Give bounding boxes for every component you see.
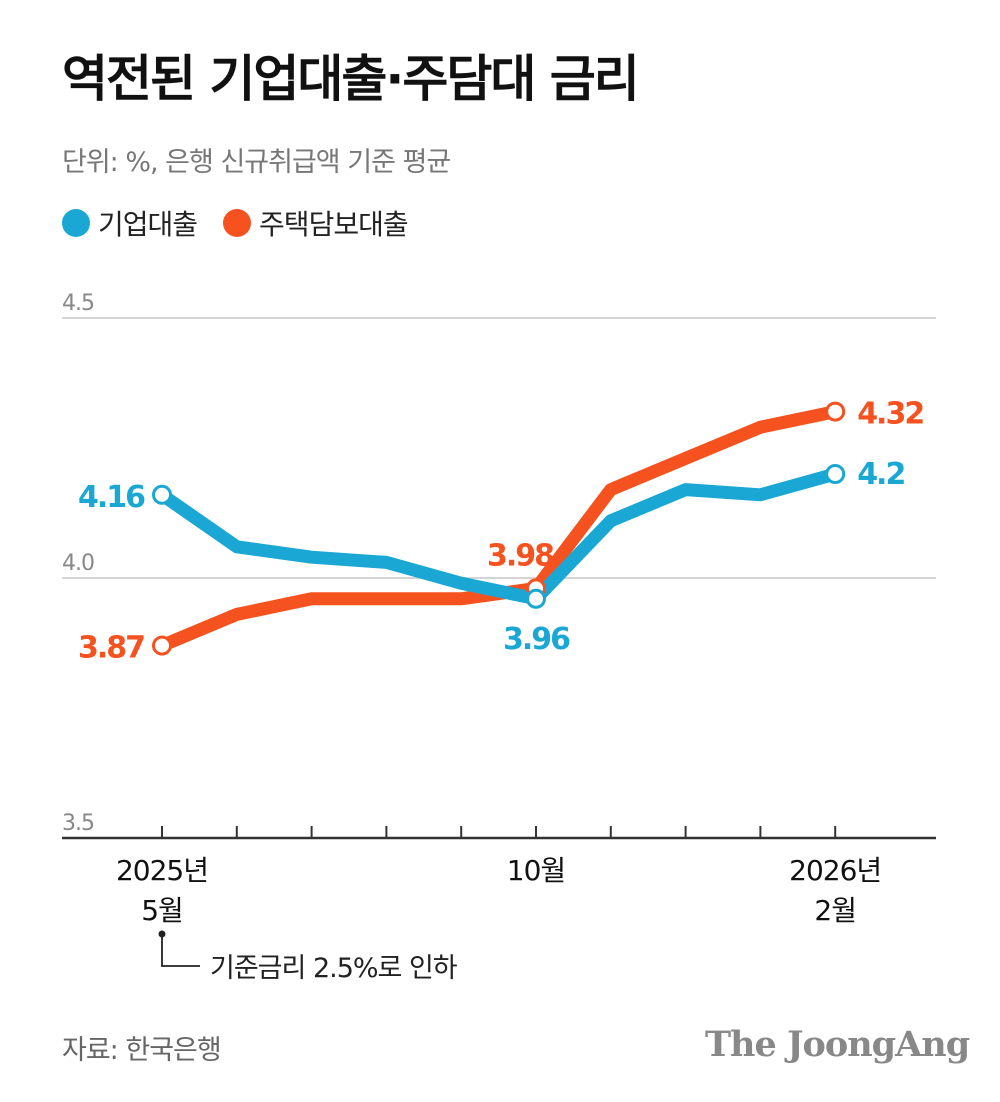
series-line-corporate [155, 467, 842, 606]
legend-swatch-corporate [62, 209, 90, 237]
data-label-corporate-2025-10: 3.96 [503, 622, 570, 657]
publisher-logo: The JoongAng [705, 1024, 970, 1065]
legend: 기업대출 주택담보대출 [62, 203, 434, 243]
x-tick-label-2026-02-1: 2월 [814, 894, 856, 927]
data-label-corporate-2025-05: 4.16 [78, 480, 145, 515]
marker-corporate-2026-02 [825, 464, 846, 484]
marker-corporate-2025-05 [152, 484, 172, 505]
chart-title: 역전된 기업대출·주담대 금리 [62, 50, 640, 108]
chart-subtitle: 단위: %, 은행 신규취급액 기준 평균 [62, 147, 451, 178]
marker-corporate-2025-10 [526, 588, 546, 609]
legend-label-corporate: 기업대출 [98, 208, 198, 241]
legend-swatch-mortgage [223, 209, 252, 237]
data-label-mortgage-2025-10: 3.98 [487, 538, 554, 573]
x-tick-label-2025-05-1: 5월 [141, 894, 183, 927]
series-line-mortgage [155, 405, 842, 653]
legend-label-mortgage: 주택담보대출 [259, 208, 409, 241]
rate-cut-annotation: 기준금리 2.5%로 인하 [210, 953, 458, 984]
data-label-mortgage-2026-02: 4.32 [857, 397, 923, 432]
source-note: 자료: 한국은행 [62, 1035, 222, 1066]
marker-mortgage-2025-05 [152, 635, 172, 656]
legend-item-corporate: 기업대출 [62, 203, 198, 243]
y-tick-label-4.5: 4.5 [62, 291, 94, 316]
y-tick-label-3.5: 3.5 [62, 811, 94, 836]
x-tick-label-2025-10-0: 10월 [507, 854, 565, 887]
legend-item-mortgage: 주택담보대출 [223, 203, 409, 243]
marker-mortgage-2026-02 [825, 401, 846, 422]
data-label-corporate-2026-02: 4.2 [857, 457, 904, 492]
x-tick-label-2025-05-0: 2025년 [116, 854, 208, 887]
y-tick-label-4.0: 4.0 [62, 551, 94, 576]
x-tick-label-2026-02-0: 2026년 [789, 854, 881, 887]
annotation-leader-line [161, 934, 200, 967]
data-label-mortgage-2025-05: 3.87 [78, 631, 144, 666]
